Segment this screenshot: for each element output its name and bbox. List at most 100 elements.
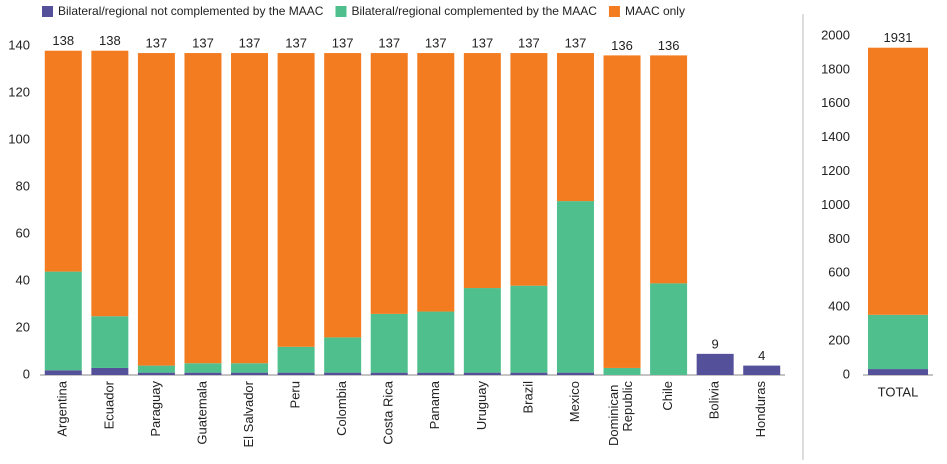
bar-segment <box>231 363 269 373</box>
bar-segment <box>650 283 688 375</box>
bar-segment <box>44 271 82 371</box>
y-tick-label: 40 <box>16 272 30 287</box>
bar-segment <box>463 288 501 373</box>
bar-segment <box>44 370 82 375</box>
bar-segment <box>184 363 222 373</box>
total-label: 137 <box>192 35 214 50</box>
total-label: 137 <box>332 35 354 50</box>
x-tick-label: Guatemala <box>194 380 209 444</box>
x-tick-label: Honduras <box>753 381 768 438</box>
bar-segment <box>417 53 455 312</box>
bar-segment <box>556 201 594 373</box>
x-tick-label: Mexico <box>567 381 582 422</box>
y-tick-label: 20 <box>16 319 30 334</box>
total-label: 137 <box>285 35 307 50</box>
bar-segment <box>324 53 362 338</box>
y-tick-label: 1400 <box>821 129 850 144</box>
legend-label: Bilateral/regional not complemented by t… <box>58 4 324 18</box>
bar-segment <box>868 369 928 375</box>
bar-segment <box>184 372 222 375</box>
x-tick-label: Peru <box>288 381 303 408</box>
x-tick-label: Paraguay <box>148 381 163 437</box>
x-tick-label: Chile <box>660 381 675 411</box>
bar-segment <box>510 285 548 373</box>
bar-segment <box>417 311 455 373</box>
bar-segment <box>370 372 408 375</box>
y-tick-label: 60 <box>16 225 30 240</box>
y-tick-label: 140 <box>8 37 30 52</box>
y-tick-label: 200 <box>828 333 850 348</box>
bar-segment <box>231 53 269 364</box>
total-label: 137 <box>146 35 168 50</box>
total-label: 137 <box>378 35 400 50</box>
legend-swatch <box>608 6 620 17</box>
y-tick-label: 600 <box>828 265 850 280</box>
y-tick-label: 0 <box>843 366 850 381</box>
x-tick-label: Brazil <box>520 381 535 414</box>
total-label: 1931 <box>884 30 913 45</box>
bar-segment <box>277 346 315 373</box>
bar-segment <box>743 365 781 375</box>
x-tick-label: Colombia <box>334 380 349 436</box>
total-label: 9 <box>712 336 719 351</box>
x-tick-label: El Salvador <box>241 380 256 447</box>
bar-segment <box>603 55 641 368</box>
total-label: 137 <box>565 35 587 50</box>
y-tick-label: 2000 <box>821 27 850 42</box>
bar-segment <box>44 50 82 272</box>
legend-swatch <box>335 6 347 17</box>
x-tick-label: Costa Rica <box>381 380 396 444</box>
x-tick-label: Ecuador <box>101 380 116 429</box>
total-label: 137 <box>425 35 447 50</box>
bar-segment <box>696 353 734 375</box>
y-tick-label: 80 <box>16 178 30 193</box>
legend-label: Bilateral/regional complemented by the M… <box>351 4 597 18</box>
y-tick-label: 1000 <box>821 197 850 212</box>
bar-segment <box>137 372 175 375</box>
y-tick-label: 120 <box>8 84 30 99</box>
bar-segment <box>650 55 688 284</box>
bar-segment <box>137 53 175 366</box>
y-tick-label: 1800 <box>821 61 850 76</box>
bar-segment <box>137 365 175 373</box>
total-label: 138 <box>99 33 121 48</box>
y-tick-label: 100 <box>8 131 30 146</box>
total-label: 137 <box>518 35 540 50</box>
x-tick-label: Argentina <box>55 380 70 436</box>
bar-segment <box>868 47 928 315</box>
bar-segment <box>556 53 594 202</box>
total-label: 136 <box>611 38 633 53</box>
bar-segment <box>277 372 315 375</box>
x-tick-label: Panama <box>427 380 442 429</box>
bar-segment <box>184 53 222 364</box>
bar-segment <box>603 367 641 375</box>
bar-segment <box>556 372 594 375</box>
bar-segment <box>277 53 315 347</box>
y-tick-label: 800 <box>828 231 850 246</box>
y-tick-label: 1600 <box>821 95 850 110</box>
bar-segment <box>463 53 501 289</box>
bar-segment <box>417 372 455 375</box>
bar-segment <box>324 372 362 375</box>
bar-segment <box>231 372 269 375</box>
total-label: 136 <box>658 38 680 53</box>
bar-segment <box>370 53 408 314</box>
x-tick-label: TOTAL <box>878 384 919 399</box>
bar-segment <box>868 314 928 370</box>
y-tick-label: 0 <box>23 366 30 381</box>
legend-swatch <box>42 6 53 17</box>
x-tick-label: Bolivia <box>707 380 722 419</box>
total-label: 137 <box>239 35 261 50</box>
legend-label: MAAC only <box>625 4 685 18</box>
x-tick-label: Uruguay <box>474 381 489 431</box>
bar-segment <box>324 337 362 373</box>
bar-segment <box>91 367 129 375</box>
y-tick-label: 400 <box>828 299 850 314</box>
bar-segment <box>510 53 548 286</box>
total-label: 4 <box>758 348 765 363</box>
bar-segment <box>510 372 548 375</box>
bar-segment <box>463 372 501 375</box>
y-tick-label: 1200 <box>821 163 850 178</box>
bar-segment <box>91 50 129 317</box>
